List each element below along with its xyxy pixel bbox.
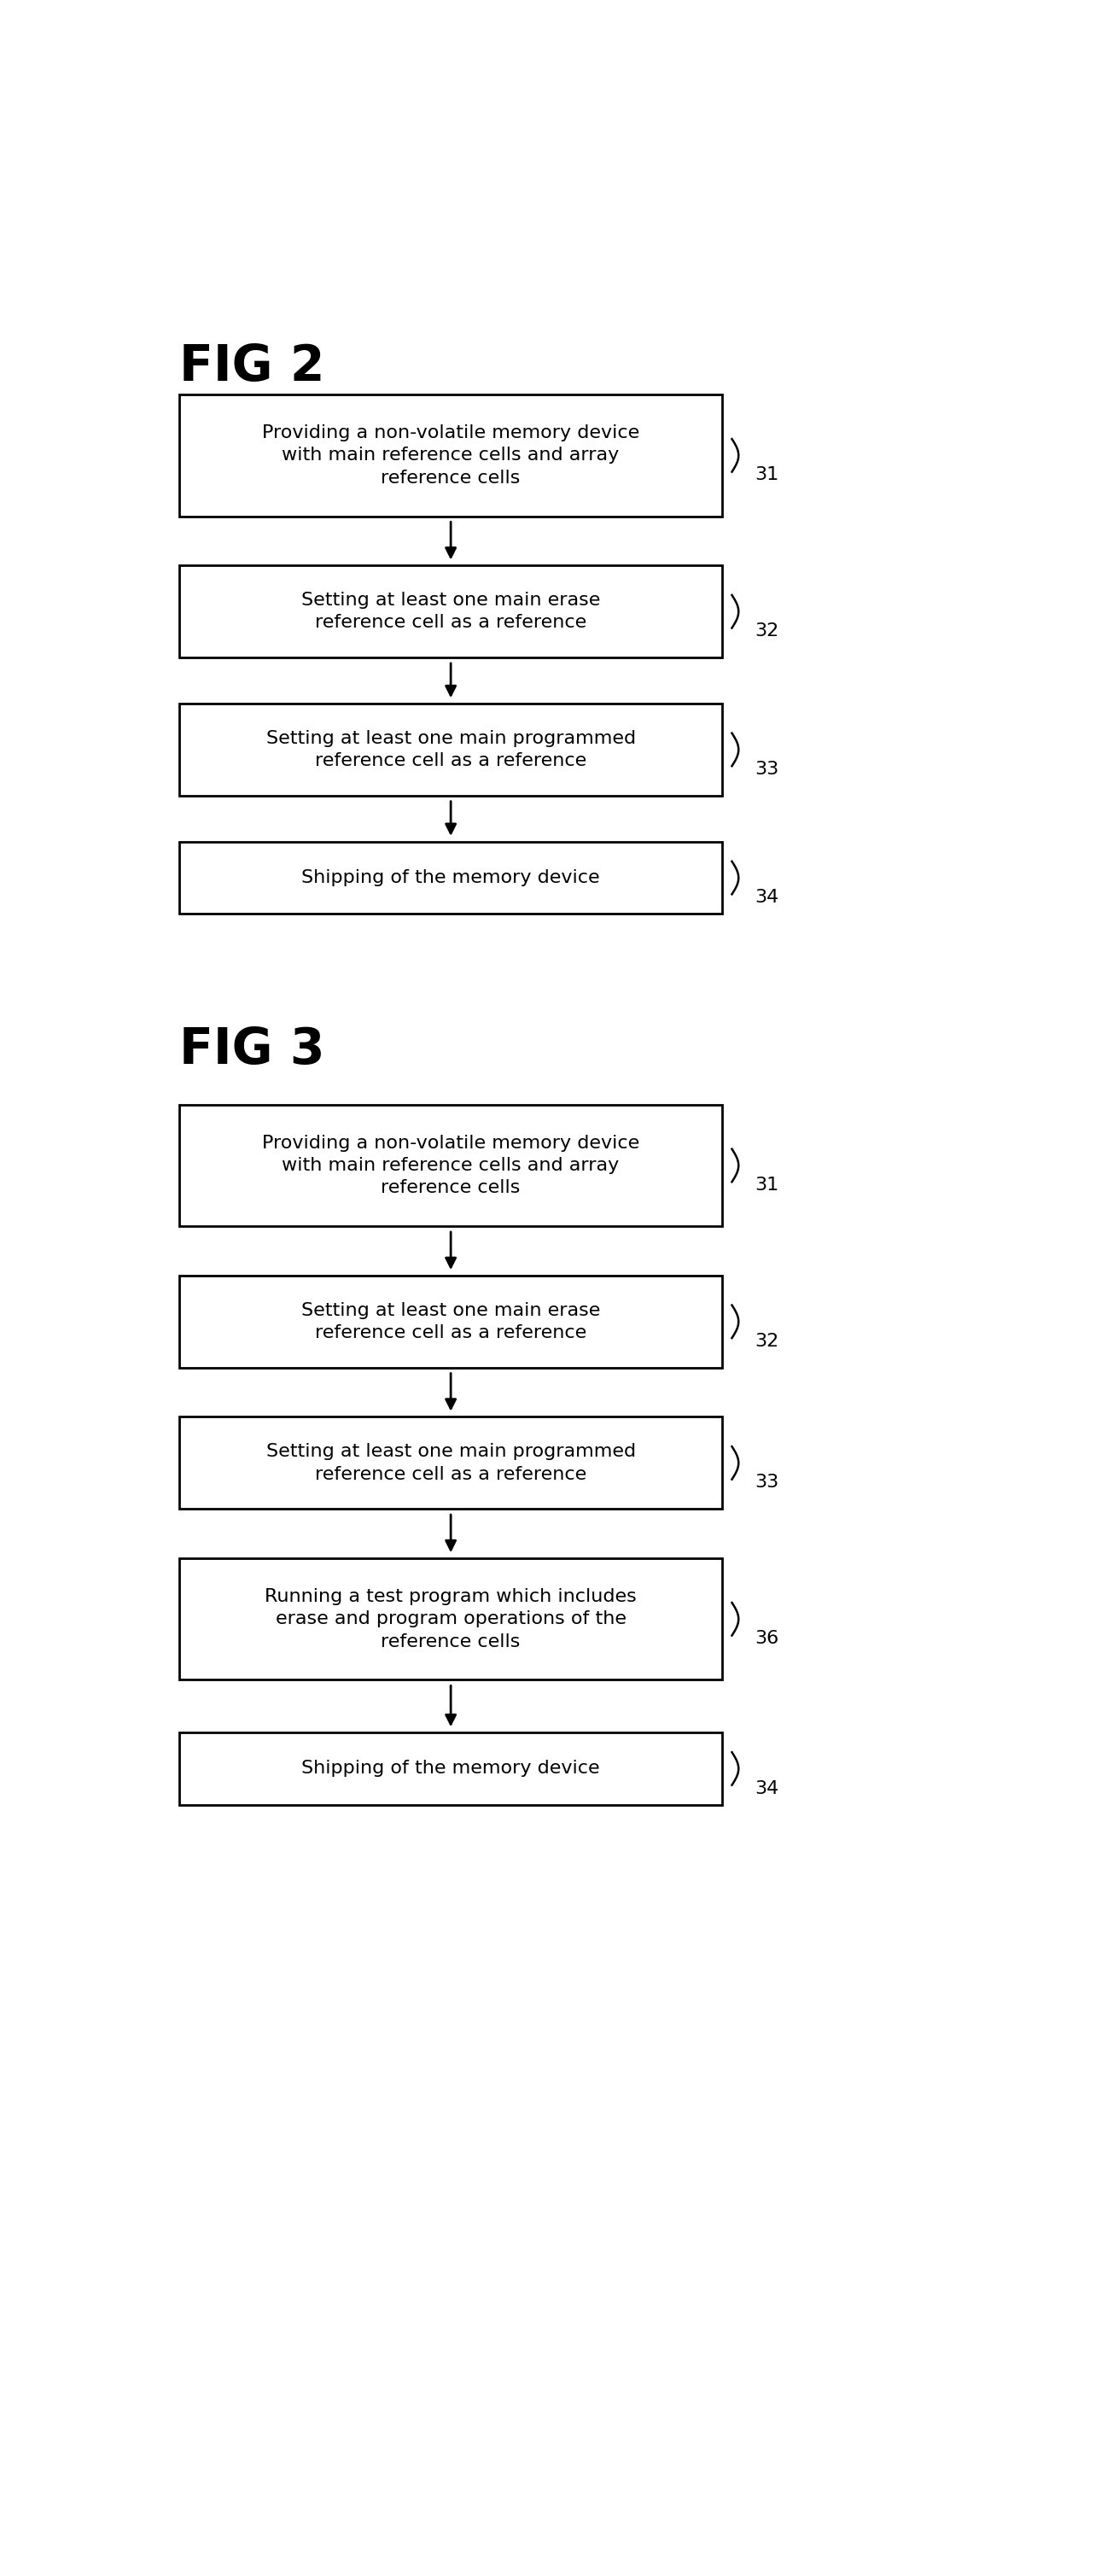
Bar [179, 1417, 722, 1510]
Text: Setting at least one main erase
reference cell as a reference: Setting at least one main erase referenc… [301, 592, 600, 631]
Text: Running a test program which includes
erase and program operations of the
refere: Running a test program which includes er… [265, 1587, 637, 1651]
Bar [179, 567, 722, 657]
Text: Providing a non-volatile memory device
with main reference cells and array
refer: Providing a non-volatile memory device w… [262, 1133, 640, 1195]
Text: Setting at least one main programmed
reference cell as a reference: Setting at least one main programmed ref… [266, 729, 636, 770]
Text: 34: 34 [755, 889, 779, 907]
Bar [179, 703, 722, 796]
Text: 32: 32 [755, 623, 779, 639]
Text: Providing a non-volatile memory device
with main reference cells and array
refer: Providing a non-volatile memory device w… [262, 425, 640, 487]
Text: FIG 2: FIG 2 [179, 343, 326, 392]
Text: 34: 34 [755, 1780, 779, 1798]
Text: 31: 31 [755, 466, 779, 484]
Bar [179, 394, 722, 515]
Text: Shipping of the memory device: Shipping of the memory device [301, 868, 600, 886]
Bar [179, 1275, 722, 1368]
Text: FIG 3: FIG 3 [179, 1025, 326, 1074]
Text: Setting at least one main programmed
reference cell as a reference: Setting at least one main programmed ref… [266, 1443, 636, 1484]
Text: 33: 33 [755, 1473, 779, 1492]
Text: 33: 33 [755, 760, 779, 778]
Bar [179, 1734, 722, 1806]
Text: 31: 31 [755, 1177, 779, 1193]
Text: 36: 36 [755, 1631, 779, 1646]
Text: Shipping of the memory device: Shipping of the memory device [301, 1759, 600, 1777]
Bar [179, 842, 722, 914]
Bar [179, 1105, 722, 1226]
Text: Setting at least one main erase
reference cell as a reference: Setting at least one main erase referenc… [301, 1301, 600, 1342]
Bar [179, 1558, 722, 1680]
Text: 32: 32 [755, 1332, 779, 1350]
